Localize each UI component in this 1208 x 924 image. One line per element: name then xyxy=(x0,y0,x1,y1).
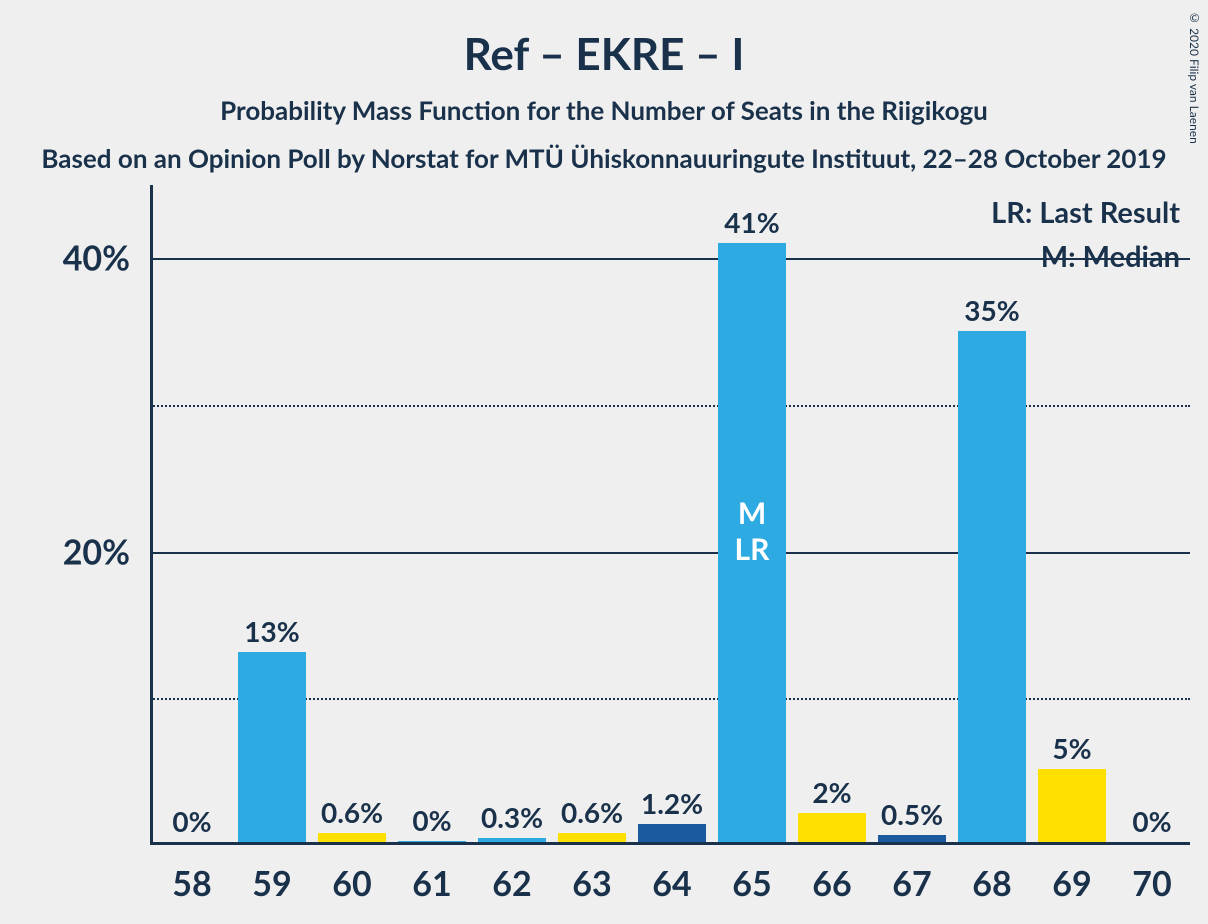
bar-slot: 0.5% xyxy=(878,835,946,842)
x-tick-label: 58 xyxy=(172,863,211,904)
y-tick-label: 20% xyxy=(63,531,130,572)
x-tick-label: 70 xyxy=(1132,863,1171,904)
legend-last-result: LR: Last Result xyxy=(991,191,1180,235)
x-axis xyxy=(150,842,1190,845)
x-tick-label: 69 xyxy=(1052,863,1091,904)
legend: LR: Last Result M: Median xyxy=(991,191,1180,278)
bar-value-label: 41% xyxy=(684,205,820,243)
plot-area: 20%40% 0%13%0.6%0%0.3%0.6%1.2%41%MLR2%0.… xyxy=(150,185,1190,845)
bar-value-label: 35% xyxy=(924,293,1060,331)
bar-slot: 41%MLR xyxy=(718,243,786,842)
bar-value-label: 5% xyxy=(1004,731,1140,769)
bar-value-label: 13% xyxy=(204,614,340,652)
bars-container: 0%13%0.6%0%0.3%0.6%1.2%41%MLR2%0.5%35%5%… xyxy=(150,185,1190,842)
bar xyxy=(558,833,626,842)
bar-slot: 0.3% xyxy=(478,838,546,842)
bar-slot: 0.6% xyxy=(558,833,626,842)
x-tick-label: 64 xyxy=(652,863,691,904)
copyright-text: © 2020 Filip van Laenen xyxy=(1187,10,1202,144)
x-tick-label: 65 xyxy=(732,863,771,904)
x-tick-label: 59 xyxy=(252,863,291,904)
chart-subtitle: Probability Mass Function for the Number… xyxy=(0,94,1208,126)
bar-inside-label: MLR xyxy=(718,495,786,567)
x-tick-label: 61 xyxy=(412,863,451,904)
bar xyxy=(398,841,466,842)
chart-title: Ref – EKRE – I xyxy=(0,0,1208,80)
bar xyxy=(638,824,706,842)
bar xyxy=(478,838,546,842)
x-tick-label: 68 xyxy=(972,863,1011,904)
x-tick-label: 60 xyxy=(332,863,371,904)
x-tick-label: 63 xyxy=(572,863,611,904)
bar-value-label: 0% xyxy=(1084,804,1208,842)
bar-slot: 0% xyxy=(398,841,466,842)
bar-slot: 1.2% xyxy=(638,824,706,842)
x-tick-label: 62 xyxy=(492,863,531,904)
chart-source: Based on an Opinion Poll by Norstat for … xyxy=(0,142,1208,174)
x-tick-label: 67 xyxy=(892,863,931,904)
bar xyxy=(878,835,946,842)
x-tick-label: 66 xyxy=(812,863,851,904)
legend-median: M: Median xyxy=(991,235,1180,279)
y-tick-label: 40% xyxy=(63,238,130,279)
